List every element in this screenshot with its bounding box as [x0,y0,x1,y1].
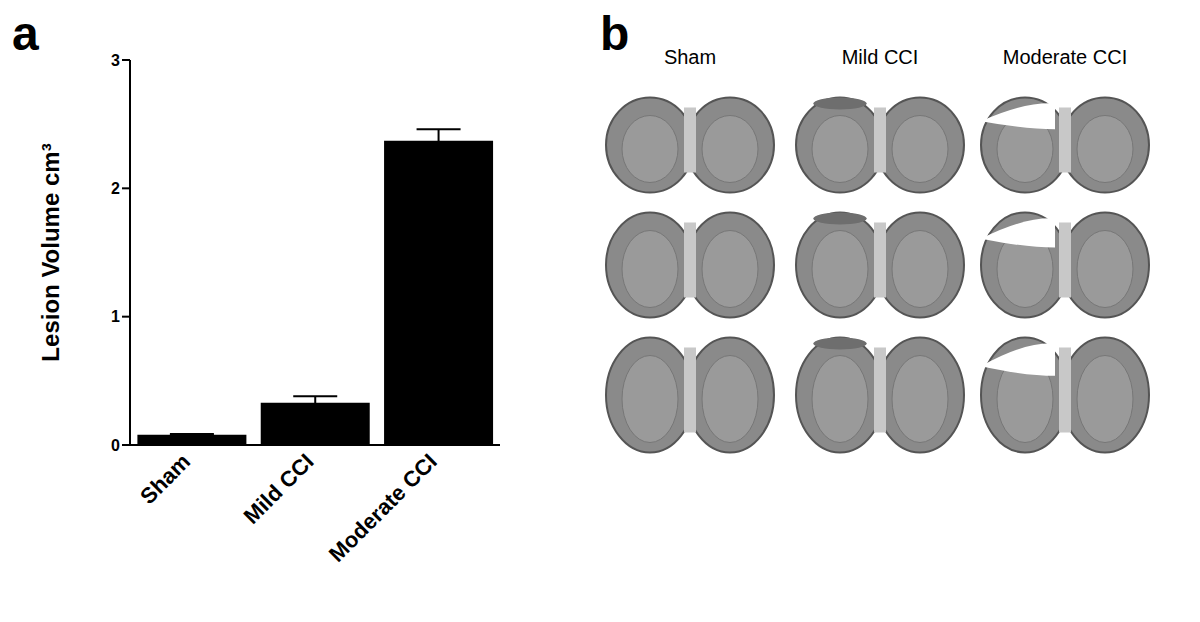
svg-text:a: a [12,7,39,60]
svg-text:Sham: Sham [664,46,716,68]
svg-text:Mild CCI: Mild CCI [842,46,919,68]
svg-text:b: b [600,7,629,60]
svg-text:2: 2 [111,180,120,197]
svg-text:0: 0 [111,437,120,454]
svg-text:Moderate CCI: Moderate CCI [1003,46,1128,68]
svg-text:Sham: Sham [135,449,195,509]
svg-text:Moderate CCI: Moderate CCI [324,449,442,567]
svg-text:1: 1 [111,308,120,325]
svg-text:Mild CCI: Mild CCI [239,449,319,529]
svg-text:3: 3 [111,52,120,69]
svg-text:Lesion Volume cm³: Lesion Volume cm³ [37,143,64,361]
